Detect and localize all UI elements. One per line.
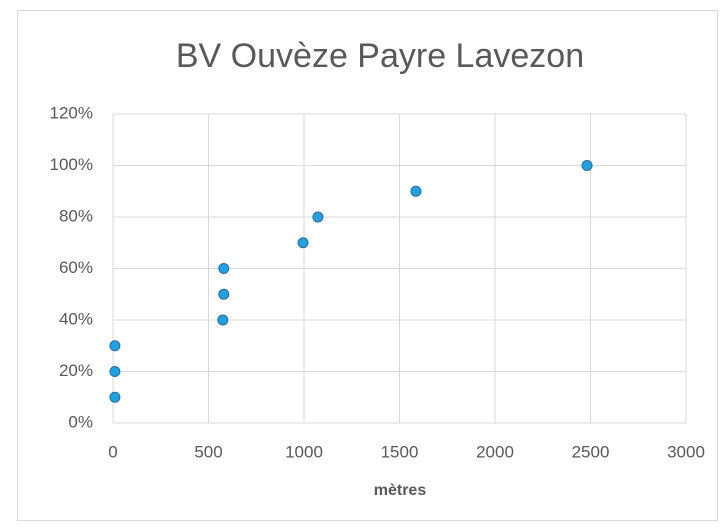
point <box>217 314 229 326</box>
y-tick-label: 20% <box>59 361 93 380</box>
point <box>410 185 422 197</box>
x-tick-label: 0 <box>108 442 117 461</box>
x-tick-label: 2500 <box>572 442 610 461</box>
x-tick-label: 500 <box>194 442 222 461</box>
chart-area <box>17 10 718 521</box>
y-tick-label: 60% <box>59 258 93 277</box>
y-tick-label: 100% <box>50 155 93 174</box>
point <box>109 366 121 377</box>
y-tick-label: 0% <box>68 412 93 431</box>
x-tick-label: 1000 <box>285 442 323 461</box>
x-tick-label: 1500 <box>381 442 419 461</box>
x-tick-label: 3000 <box>667 442 705 461</box>
y-tick-label: 120% <box>50 103 93 122</box>
point <box>109 391 121 403</box>
x-axis-label: mètres <box>374 482 427 499</box>
x-tick-label: 2000 <box>476 442 514 461</box>
point <box>297 237 309 249</box>
point <box>109 340 121 352</box>
point <box>312 211 324 223</box>
point <box>218 263 230 274</box>
y-tick-label: 80% <box>59 206 93 225</box>
point <box>218 288 230 300</box>
point <box>581 160 593 171</box>
y-tick-label: 40% <box>59 309 93 328</box>
chart-title: BV Ouvèze Payre Lavezon <box>176 37 584 75</box>
